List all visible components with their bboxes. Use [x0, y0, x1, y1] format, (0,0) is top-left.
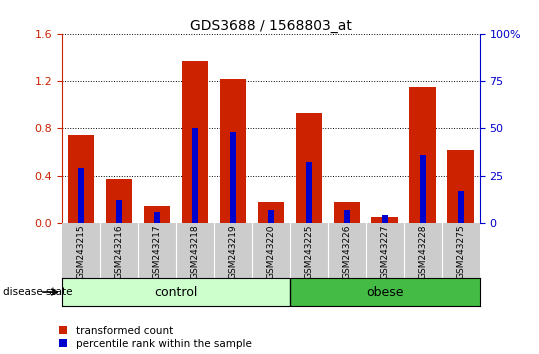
Text: GSM243275: GSM243275	[456, 225, 465, 279]
Bar	[382, 216, 388, 223]
Text: GSM243225: GSM243225	[305, 225, 313, 279]
Bar	[68, 136, 94, 223]
Text: disease state: disease state	[3, 287, 72, 297]
Bar	[143, 206, 170, 223]
Text: GSM243220: GSM243220	[266, 225, 275, 279]
Text: GSM243215: GSM243215	[77, 225, 86, 279]
Bar	[268, 210, 274, 223]
Bar	[410, 87, 436, 223]
Bar	[258, 202, 284, 223]
Text: GSM243216: GSM243216	[114, 225, 123, 279]
Text: control: control	[154, 286, 198, 298]
Text: GSM243228: GSM243228	[418, 225, 427, 279]
Text: GSM243218: GSM243218	[190, 225, 199, 279]
Text: GSM243217: GSM243217	[153, 225, 161, 279]
Title: GDS3688 / 1568803_at: GDS3688 / 1568803_at	[190, 19, 352, 33]
Bar	[334, 202, 360, 223]
Bar	[458, 191, 464, 223]
Text: GSM243226: GSM243226	[342, 225, 351, 279]
Text: GSM243219: GSM243219	[229, 225, 237, 279]
Bar	[295, 113, 322, 223]
Bar	[306, 162, 312, 223]
Text: obese: obese	[366, 286, 404, 298]
Bar	[371, 217, 398, 223]
Bar	[182, 61, 208, 223]
Bar	[106, 179, 132, 223]
Bar	[62, 278, 290, 306]
Bar	[447, 150, 474, 223]
Text: GSM243227: GSM243227	[381, 225, 389, 279]
Bar	[420, 155, 426, 223]
Bar	[290, 278, 480, 306]
Bar	[154, 212, 160, 223]
Bar	[116, 200, 122, 223]
Bar	[219, 79, 246, 223]
Legend: transformed count, percentile rank within the sample: transformed count, percentile rank withi…	[59, 326, 252, 349]
Bar	[78, 168, 84, 223]
Bar	[192, 128, 198, 223]
Bar	[344, 210, 350, 223]
Bar	[230, 132, 236, 223]
